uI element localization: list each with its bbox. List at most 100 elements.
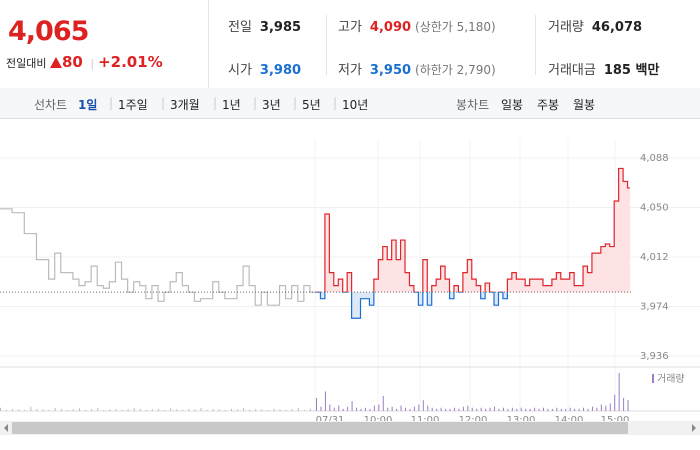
volume-bar bbox=[409, 408, 411, 411]
volume-bar bbox=[502, 407, 504, 411]
volume-bar bbox=[627, 400, 629, 411]
volume-bar bbox=[164, 409, 166, 411]
divider: | bbox=[333, 96, 338, 110]
stat-label: 저가 bbox=[338, 63, 362, 78]
change-rate: +2.01% bbox=[98, 53, 163, 71]
volume-bar bbox=[237, 409, 238, 411]
volume-bar bbox=[6, 409, 8, 411]
period-tab[interactable]: 1주일 bbox=[118, 98, 148, 112]
volume-bar bbox=[79, 408, 80, 411]
period-tab[interactable]: 3개월 bbox=[170, 98, 200, 112]
volume-bar bbox=[151, 409, 153, 411]
volume-bar bbox=[351, 401, 353, 411]
candle-tab[interactable]: 주봉 bbox=[537, 98, 560, 112]
volume-bar bbox=[498, 408, 500, 411]
volume-bar bbox=[194, 409, 196, 411]
stat-value: 3,980 bbox=[259, 63, 302, 78]
period-tab[interactable]: 1일 bbox=[78, 98, 98, 112]
volume-bar bbox=[507, 408, 509, 411]
volume-bar bbox=[623, 397, 625, 411]
divider: | bbox=[161, 96, 166, 110]
tab-group-label: 선차트 bbox=[34, 98, 68, 112]
scroll-right[interactable] bbox=[692, 424, 696, 432]
volume-bar bbox=[24, 409, 26, 411]
volume-bar bbox=[324, 391, 326, 411]
volume-bar bbox=[356, 407, 358, 411]
period-tab[interactable]: 3년 bbox=[262, 98, 281, 112]
volume-bar bbox=[224, 409, 226, 411]
y-tick-label: 3,974 bbox=[640, 302, 669, 313]
period-tab[interactable]: 1년 bbox=[222, 98, 241, 112]
scroll-left[interactable] bbox=[4, 424, 8, 432]
volume-bar bbox=[542, 407, 544, 411]
y-tick-label: 4,050 bbox=[640, 203, 669, 214]
volume-bar bbox=[436, 408, 438, 411]
volume-bar bbox=[471, 407, 473, 411]
stat-value: 3,950 bbox=[369, 63, 412, 78]
up-icon bbox=[49, 57, 62, 68]
volume-bar bbox=[413, 406, 415, 411]
volume-bar bbox=[391, 406, 393, 411]
volume-bar bbox=[91, 408, 93, 411]
volume-bar bbox=[427, 405, 429, 411]
volume-bar bbox=[291, 408, 293, 411]
volume-bar bbox=[578, 408, 580, 411]
volume-bar bbox=[333, 407, 335, 411]
volume-bar bbox=[115, 408, 117, 411]
stat: 저가 3,950 (하한가 2,790) bbox=[338, 59, 496, 78]
separator bbox=[326, 15, 327, 75]
candle-tab[interactable]: 월봉 bbox=[573, 98, 596, 112]
volume-bar bbox=[618, 373, 620, 411]
stat-label: 전일 bbox=[228, 20, 252, 35]
volume-bar bbox=[587, 408, 589, 411]
volume-bar bbox=[445, 408, 447, 411]
volume-bar bbox=[200, 407, 202, 411]
volume-bar bbox=[255, 408, 257, 411]
volume-bar bbox=[609, 403, 611, 411]
price-area-up bbox=[316, 168, 630, 293]
volume-bar bbox=[396, 408, 398, 411]
volume-bar bbox=[230, 408, 232, 411]
volume-bar bbox=[534, 407, 536, 411]
volume-bar bbox=[591, 406, 593, 411]
volume-bar bbox=[18, 409, 20, 411]
volume-bar bbox=[212, 408, 214, 411]
x-tick-label: 13:00 bbox=[507, 415, 536, 426]
volume-bar bbox=[249, 409, 251, 411]
price-line bbox=[0, 208, 316, 306]
candle-tab[interactable]: 일봉 bbox=[501, 98, 524, 112]
volume-bar bbox=[529, 408, 531, 411]
volume-bar bbox=[520, 407, 522, 411]
stat-value: 4,090 bbox=[369, 20, 412, 35]
volume-bar bbox=[320, 406, 322, 411]
x-tick-label: 12:00 bbox=[459, 415, 488, 426]
period-tab[interactable]: 10년 bbox=[342, 98, 369, 112]
volume-bar bbox=[364, 407, 366, 411]
volume-bar bbox=[347, 406, 349, 411]
chart: 4,088 4,050 4,012 3,974 3,936 거래량 07/31 10:00 11… bbox=[0, 119, 700, 450]
stat: 고가 4,090 (상한가 5,180) bbox=[338, 16, 496, 35]
volume-bar bbox=[267, 409, 269, 411]
volume-bar bbox=[547, 408, 549, 411]
volume-bar bbox=[170, 408, 172, 411]
volume-bar bbox=[400, 405, 402, 411]
x-tick-label: 11:00 bbox=[411, 415, 440, 426]
volume-bar bbox=[422, 400, 424, 411]
volume-bar bbox=[480, 407, 482, 411]
volume-bar bbox=[145, 409, 147, 411]
volume-bar bbox=[453, 407, 455, 411]
scroll-thumb[interactable] bbox=[12, 422, 628, 434]
stat-label: 거래대금 bbox=[548, 63, 596, 78]
change-value: 80 bbox=[61, 53, 83, 71]
x-tick-label: 14:00 bbox=[555, 415, 584, 426]
period-tab[interactable]: 5년 bbox=[302, 98, 321, 112]
volume-bar bbox=[431, 407, 433, 411]
stat: 전일 3,985 bbox=[228, 16, 301, 35]
volume-bar bbox=[109, 409, 111, 411]
stat-value: 185 백만 bbox=[603, 63, 660, 78]
volume-bar bbox=[72, 409, 74, 411]
volume-bar bbox=[462, 406, 464, 411]
volume-bar bbox=[176, 409, 178, 411]
volume-bar bbox=[458, 408, 460, 411]
